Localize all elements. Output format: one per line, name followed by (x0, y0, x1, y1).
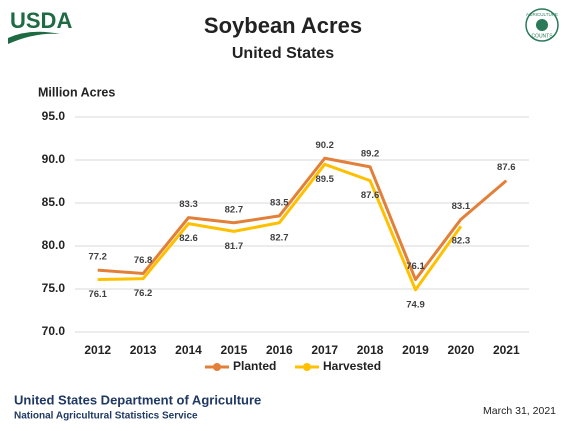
x-tick-label: 2015 (221, 343, 248, 357)
y-tick-label: 85.0 (42, 195, 66, 209)
seal-center (536, 19, 548, 31)
seal: AGRICULTURE COUNTS (525, 8, 559, 42)
data-label: 89.2 (361, 148, 380, 159)
y-axis-label: Million Acres (38, 85, 115, 99)
seal-bottom: COUNTS (531, 33, 553, 39)
data-label: 76.1 (88, 289, 107, 300)
x-tick-label: 2020 (448, 343, 475, 357)
data-label: 81.7 (225, 241, 244, 252)
data-label: 89.5 (315, 174, 334, 185)
x-tick-label: 2019 (402, 343, 429, 357)
legend-label: Harvested (323, 359, 381, 373)
chart-subtitle: United States (232, 45, 334, 62)
x-tick-label: 2016 (266, 343, 293, 357)
data-label: 83.5 (270, 197, 289, 208)
x-tick-label: 2018 (357, 343, 384, 357)
y-tick-label: 70.0 (42, 324, 66, 338)
x-tick-label: 2013 (130, 343, 157, 357)
x-tick-label: 2017 (311, 343, 338, 357)
legend-label: Planted (233, 359, 276, 373)
logo-swoosh (8, 31, 60, 44)
y-tick-label: 80.0 (42, 238, 66, 252)
usda-logo: USDA (8, 8, 72, 44)
data-label: 90.2 (315, 140, 334, 151)
data-label: 87.6 (497, 162, 516, 173)
x-tick-label: 2014 (175, 343, 202, 357)
data-label: 82.6 (179, 233, 198, 244)
y-tick-label: 75.0 (42, 281, 66, 295)
seal-ring (525, 8, 559, 42)
data-label: 83.1 (452, 201, 471, 212)
legend-marker (303, 363, 311, 371)
y-tick-label: 95.0 (42, 109, 66, 123)
x-tick-label: 2021 (493, 343, 520, 357)
x-tick-label: 2012 (84, 343, 111, 357)
data-label: 74.9 (406, 299, 425, 310)
chart-title: Soybean Acres (204, 13, 362, 38)
data-label: 77.2 (88, 252, 107, 263)
data-label: 82.7 (270, 232, 289, 243)
series-line (97, 162, 463, 292)
footer-agency: National Agricultural Statistics Service (14, 411, 198, 422)
series-line (97, 156, 508, 282)
legend-marker (213, 363, 221, 371)
data-label: 76.1 (406, 261, 425, 272)
logo-text: USDA (10, 8, 72, 33)
footer-date: March 31, 2021 (483, 405, 556, 417)
data-label: 76.2 (134, 288, 153, 299)
footer-org: United States Department of Agriculture (14, 392, 261, 407)
data-label: 87.6 (361, 190, 380, 201)
data-label: 83.3 (179, 199, 198, 210)
seal-top: AGRICULTURE (526, 12, 558, 17)
y-tick-label: 90.0 (42, 152, 66, 166)
data-label: 76.8 (134, 255, 153, 266)
data-label: 82.7 (225, 204, 244, 215)
data-label: 82.3 (452, 236, 471, 247)
